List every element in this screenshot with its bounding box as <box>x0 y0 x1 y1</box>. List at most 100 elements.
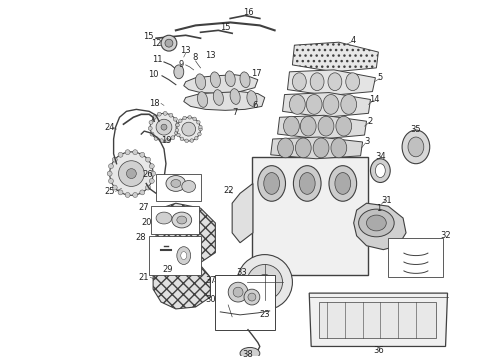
Circle shape <box>163 111 167 115</box>
Ellipse shape <box>225 71 235 86</box>
Circle shape <box>140 190 145 195</box>
Circle shape <box>148 126 152 130</box>
Circle shape <box>197 132 201 136</box>
Circle shape <box>174 131 178 135</box>
Circle shape <box>133 193 138 197</box>
Ellipse shape <box>293 73 306 91</box>
Circle shape <box>107 171 112 176</box>
Text: 15: 15 <box>220 23 230 32</box>
Circle shape <box>160 139 164 143</box>
Circle shape <box>244 289 260 305</box>
Text: 29: 29 <box>163 265 173 274</box>
Ellipse shape <box>294 166 321 201</box>
Text: 10: 10 <box>148 70 158 79</box>
Text: 37: 37 <box>205 276 216 285</box>
Text: 35: 35 <box>411 125 421 134</box>
Circle shape <box>110 152 153 195</box>
Ellipse shape <box>258 166 286 201</box>
Text: 13: 13 <box>180 46 191 55</box>
Text: 23: 23 <box>259 310 270 319</box>
Circle shape <box>176 125 180 129</box>
Ellipse shape <box>213 90 223 105</box>
Circle shape <box>233 287 243 297</box>
Circle shape <box>118 152 123 157</box>
Circle shape <box>193 117 196 121</box>
Ellipse shape <box>177 247 191 265</box>
Ellipse shape <box>166 176 186 192</box>
Text: 36: 36 <box>373 346 384 355</box>
Circle shape <box>108 164 114 168</box>
Circle shape <box>180 137 184 141</box>
Circle shape <box>248 293 256 301</box>
Text: 9: 9 <box>178 60 183 69</box>
Polygon shape <box>283 93 370 117</box>
Text: 24: 24 <box>104 123 115 132</box>
Ellipse shape <box>310 73 324 91</box>
Circle shape <box>154 136 158 140</box>
Circle shape <box>185 139 189 143</box>
Circle shape <box>237 255 293 310</box>
Text: 17: 17 <box>251 69 262 78</box>
Circle shape <box>112 157 117 162</box>
Ellipse shape <box>156 212 172 224</box>
Text: 16: 16 <box>243 8 253 17</box>
Text: 32: 32 <box>440 231 451 240</box>
Text: 20: 20 <box>141 219 151 228</box>
Polygon shape <box>288 70 375 95</box>
Polygon shape <box>278 115 367 139</box>
Ellipse shape <box>182 180 196 192</box>
Ellipse shape <box>323 95 339 114</box>
Text: 31: 31 <box>381 196 392 205</box>
Ellipse shape <box>278 138 294 158</box>
Ellipse shape <box>331 138 347 158</box>
Text: 14: 14 <box>369 95 380 104</box>
Ellipse shape <box>177 216 187 224</box>
Text: 5: 5 <box>378 73 383 82</box>
Text: 7: 7 <box>232 108 238 117</box>
Ellipse shape <box>171 180 181 188</box>
Text: 26: 26 <box>143 170 153 179</box>
Ellipse shape <box>375 164 385 177</box>
Text: 11: 11 <box>152 55 162 64</box>
Text: 33: 33 <box>237 268 247 277</box>
Ellipse shape <box>306 95 322 114</box>
Circle shape <box>178 119 182 122</box>
Circle shape <box>161 124 167 130</box>
Ellipse shape <box>346 73 360 91</box>
Polygon shape <box>293 42 378 72</box>
Circle shape <box>175 123 180 127</box>
Ellipse shape <box>210 72 221 87</box>
Ellipse shape <box>230 89 240 104</box>
Circle shape <box>190 139 194 142</box>
Circle shape <box>126 168 136 179</box>
Circle shape <box>161 35 177 51</box>
Circle shape <box>125 193 130 197</box>
Ellipse shape <box>359 209 394 237</box>
Polygon shape <box>184 91 265 111</box>
Ellipse shape <box>336 116 352 136</box>
Ellipse shape <box>174 65 184 79</box>
Circle shape <box>257 274 272 290</box>
Circle shape <box>149 121 153 125</box>
Bar <box>319 302 436 338</box>
Text: 2: 2 <box>368 117 373 126</box>
Text: 4: 4 <box>351 36 356 45</box>
Ellipse shape <box>196 74 206 90</box>
Circle shape <box>247 265 283 300</box>
Text: 25: 25 <box>104 187 115 196</box>
Circle shape <box>156 119 172 135</box>
Bar <box>149 236 200 275</box>
Text: 22: 22 <box>223 186 233 195</box>
Circle shape <box>166 139 170 143</box>
Text: 12: 12 <box>151 39 161 48</box>
Ellipse shape <box>247 91 257 106</box>
Ellipse shape <box>402 130 430 164</box>
Text: 19: 19 <box>161 136 171 145</box>
Circle shape <box>195 136 198 140</box>
Polygon shape <box>232 184 253 243</box>
Circle shape <box>133 150 138 155</box>
Ellipse shape <box>295 138 311 158</box>
Ellipse shape <box>172 212 192 228</box>
Circle shape <box>146 157 150 162</box>
Ellipse shape <box>367 215 386 231</box>
